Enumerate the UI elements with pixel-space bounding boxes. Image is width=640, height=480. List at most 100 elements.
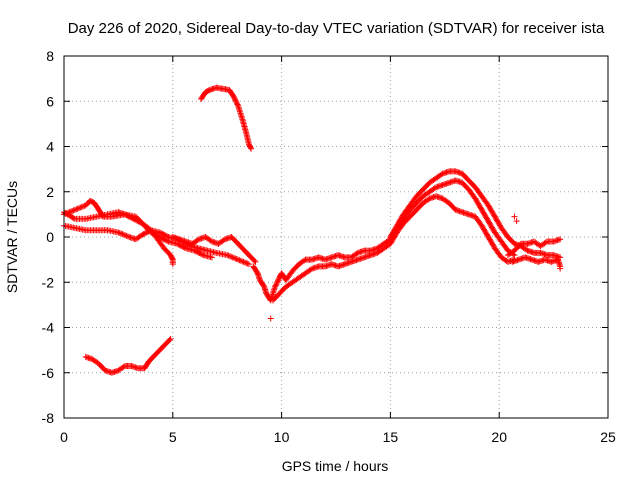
data-point xyxy=(486,235,493,242)
data-point xyxy=(388,238,395,245)
data-point xyxy=(396,218,403,225)
data-point xyxy=(475,200,482,207)
x-tick-label: 0 xyxy=(60,429,68,445)
data-point xyxy=(274,278,281,285)
data-point xyxy=(398,215,405,222)
data-point xyxy=(272,282,279,289)
series-track-b xyxy=(61,209,176,268)
data-point xyxy=(167,335,174,342)
data-point xyxy=(208,254,215,261)
data-point xyxy=(273,281,280,288)
data-point xyxy=(240,258,247,265)
y-tick-label: 2 xyxy=(46,184,54,200)
series-track-e xyxy=(82,335,174,376)
data-point xyxy=(234,101,241,108)
data-point xyxy=(166,336,173,343)
series-track-f xyxy=(198,84,255,152)
data-point xyxy=(169,255,176,262)
data-point xyxy=(488,239,495,246)
data-point xyxy=(480,225,487,232)
plot-frame xyxy=(63,55,609,419)
data-point xyxy=(485,234,492,240)
data-point xyxy=(116,230,123,237)
data-point xyxy=(399,213,406,220)
data-point xyxy=(488,240,495,247)
data-point xyxy=(486,236,493,243)
data-point xyxy=(75,205,82,212)
data-point xyxy=(275,277,282,284)
y-axis-label: SDTVAR / TECUs xyxy=(4,181,20,293)
data-point xyxy=(233,100,240,107)
data-point xyxy=(233,98,240,105)
data-point xyxy=(485,202,492,209)
data-point xyxy=(251,257,258,264)
data-point xyxy=(396,217,403,224)
data-point xyxy=(207,237,214,244)
data-point xyxy=(122,232,129,239)
data-point xyxy=(488,208,495,215)
data-point xyxy=(478,205,485,212)
data-point xyxy=(388,232,395,239)
data-point xyxy=(476,203,483,210)
data-point xyxy=(169,261,176,268)
series-track-k xyxy=(509,254,564,270)
data-points xyxy=(61,84,564,376)
data-point xyxy=(472,195,479,202)
data-point xyxy=(542,239,549,246)
data-point xyxy=(486,204,493,211)
data-point xyxy=(392,225,399,232)
data-point xyxy=(231,96,238,103)
data-point xyxy=(481,227,488,234)
data-point xyxy=(480,226,487,233)
data-point xyxy=(487,237,494,244)
y-tick-label: 0 xyxy=(46,229,54,245)
data-point xyxy=(487,206,494,213)
data-point xyxy=(236,257,243,264)
data-point xyxy=(388,231,395,238)
x-tick-label: 10 xyxy=(274,429,290,445)
data-point xyxy=(244,260,251,267)
data-point xyxy=(225,252,232,259)
data-point xyxy=(495,219,502,226)
data-point xyxy=(194,237,201,244)
data-point xyxy=(74,205,81,212)
data-point xyxy=(397,216,404,223)
data-point xyxy=(480,210,487,217)
data-point xyxy=(478,206,485,213)
data-point xyxy=(491,212,498,219)
data-point xyxy=(438,171,445,178)
data-point xyxy=(494,217,501,224)
data-point xyxy=(486,203,493,210)
data-point xyxy=(233,256,240,263)
data-point xyxy=(389,237,396,244)
data-point xyxy=(391,226,398,233)
data-point xyxy=(247,144,254,151)
data-point xyxy=(231,95,238,102)
data-point xyxy=(472,196,479,203)
data-point xyxy=(273,279,280,286)
data-point xyxy=(483,231,490,238)
data-point xyxy=(115,229,122,236)
chart-title: Day 226 of 2020, Sidereal Day-to-day VTE… xyxy=(68,20,605,37)
data-point xyxy=(245,261,252,268)
data-point xyxy=(387,234,394,240)
data-point xyxy=(307,266,314,273)
data-point xyxy=(483,214,490,221)
series-outliers xyxy=(267,213,564,322)
data-point xyxy=(489,225,496,232)
data-point xyxy=(228,253,235,260)
data-point xyxy=(473,198,480,205)
data-point xyxy=(488,224,495,231)
data-point xyxy=(490,242,497,249)
data-point xyxy=(491,213,498,220)
data-point xyxy=(431,185,438,192)
y-tick-label: -8 xyxy=(42,410,55,426)
y-tick-label: 4 xyxy=(46,139,54,155)
series-track-c xyxy=(61,222,252,268)
data-point xyxy=(230,93,237,100)
data-point xyxy=(492,214,499,221)
data-point xyxy=(199,251,206,258)
data-point xyxy=(484,216,491,223)
data-point xyxy=(252,258,259,265)
